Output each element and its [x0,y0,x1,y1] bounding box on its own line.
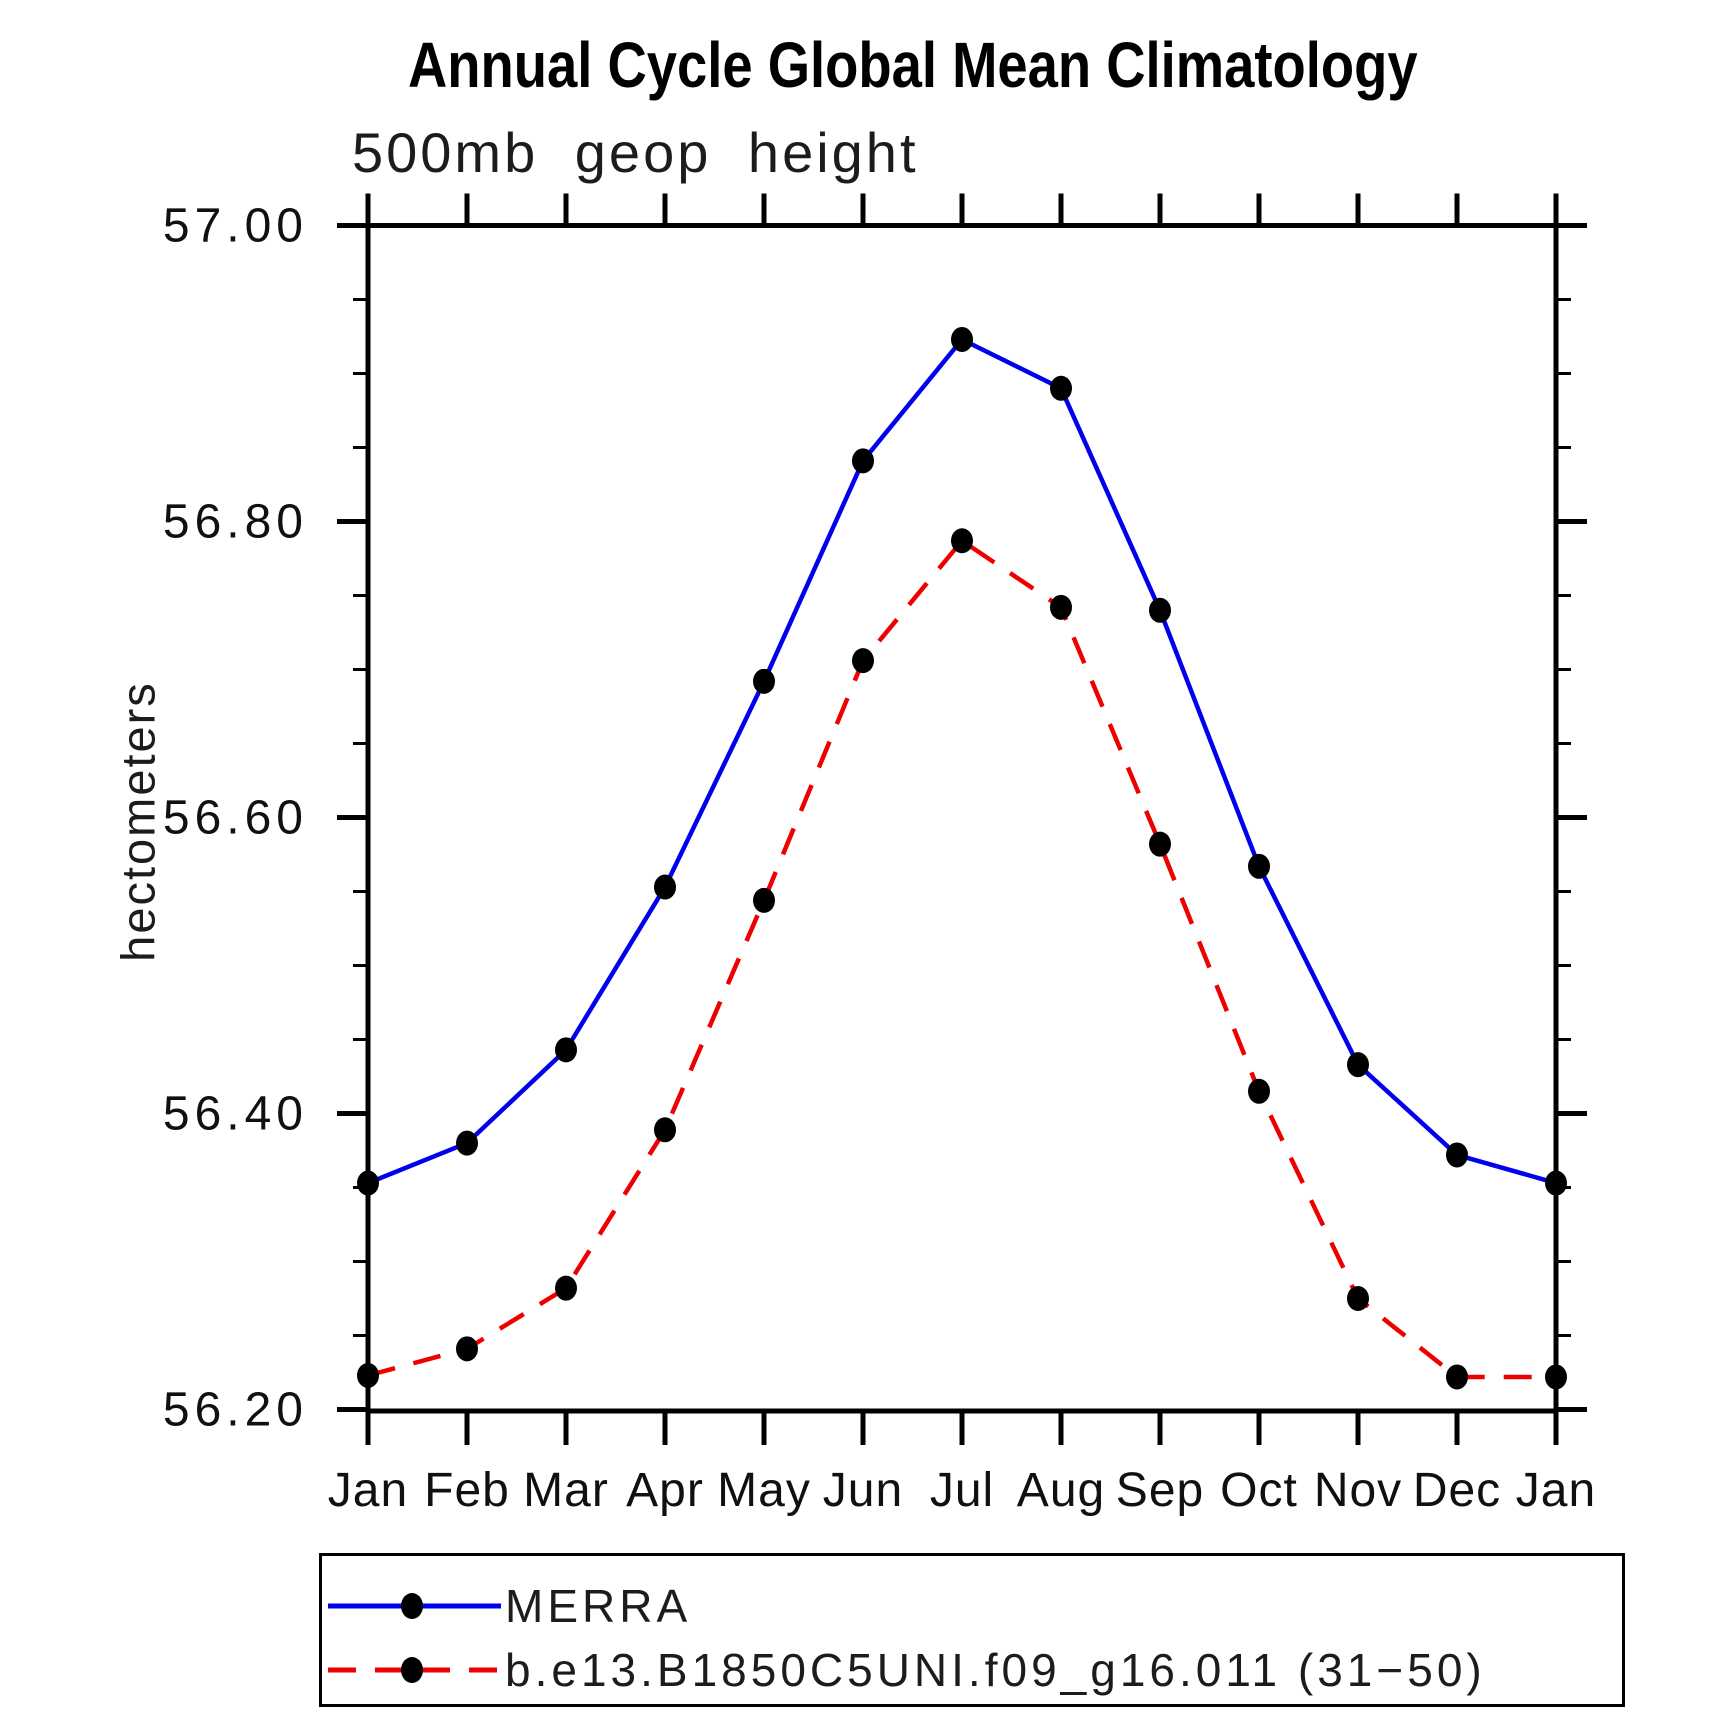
svg-text:Aug: Aug [1017,1464,1105,1517]
svg-text:56.40: 56.40 [163,1088,308,1141]
svg-text:Jul: Jul [930,1464,994,1517]
legend-label-model: b.e13.B1850C5UNI.f09_g16.011 (31−50) [505,1644,1486,1696]
svg-text:Jan: Jan [1516,1464,1596,1517]
legend-line-dashed-icon [328,1657,501,1683]
svg-text:56.20: 56.20 [163,1384,308,1437]
svg-text:56.80: 56.80 [163,496,308,549]
svg-text:56.60: 56.60 [163,792,308,845]
legend-item-merra: MERRA [322,1583,691,1629]
svg-text:Jan: Jan [328,1464,408,1517]
svg-text:Feb: Feb [424,1464,510,1517]
legend-item-model: b.e13.B1850C5UNI.f09_g16.011 (31−50) [322,1647,1486,1693]
legend-label-merra: MERRA [505,1580,692,1632]
chart-subtitle: 500mb geop height [352,121,919,184]
svg-text:Jun: Jun [823,1464,903,1517]
legend-box: MERRA b.e13.B1850C5UNI.f09_g16.011 (31−5… [319,1553,1625,1707]
chart-title: Annual Cycle Global Mean Climatology [408,29,1418,101]
y-axis-label: hectometers [111,681,165,962]
svg-text:Sep: Sep [1116,1464,1204,1517]
svg-text:57.00: 57.00 [163,200,308,253]
svg-text:May: May [717,1464,811,1517]
legend-line-solid-icon [328,1593,501,1619]
svg-text:Mar: Mar [523,1464,609,1517]
svg-text:Nov: Nov [1314,1464,1402,1517]
svg-text:Dec: Dec [1413,1464,1501,1517]
svg-text:Apr: Apr [626,1464,704,1517]
svg-text:Oct: Oct [1220,1464,1298,1517]
